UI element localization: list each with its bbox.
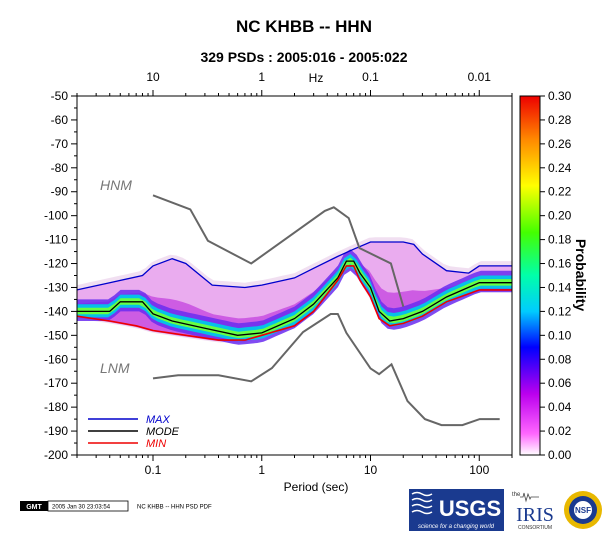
iris-the: the <box>512 492 521 498</box>
usgs-tagline: science for a changing world <box>418 524 495 530</box>
y-tick-label: -170 <box>44 376 68 390</box>
colorbar-tick-label: 0.14 <box>548 280 572 294</box>
series-max <box>76 241 512 291</box>
colorbar-ticks: 0.00 0.02 0.04 0.06 0.08 0.10 0.12 0.14 0.16 0.18… <box>540 89 572 462</box>
lnm-label: LNM <box>100 360 130 376</box>
y-tick-label: -90 <box>51 185 69 199</box>
colorbar-tick-label: 0.00 <box>548 448 572 462</box>
series-hnm <box>152 194 405 307</box>
y-tick-label: -190 <box>44 424 68 438</box>
y-tick-label: -110 <box>45 233 68 247</box>
colorbar-tick-label: 0.08 <box>548 352 572 366</box>
top-tick-label: 0.01 <box>468 70 492 84</box>
chart-title: NC KHBB -- HHN <box>236 17 372 36</box>
x-axis-label: Period (sec) <box>284 480 349 494</box>
y-tick-label: -60 <box>51 113 69 127</box>
y-tick-label: -100 <box>44 209 68 223</box>
colorbar-tick-label: 0.06 <box>548 376 572 390</box>
y-tick-label: -80 <box>51 161 69 175</box>
iris-text: IRIS <box>516 504 554 526</box>
x-tick-label: 10 <box>364 463 378 477</box>
y-tick-label: -50 <box>51 89 69 103</box>
y-tick-label: -160 <box>44 352 68 366</box>
y-tick-label: -140 <box>44 304 68 318</box>
y-tick-label: -70 <box>51 137 69 151</box>
top-tick-label: 0.1 <box>362 70 379 84</box>
colorbar-tick-label: 0.24 <box>548 161 572 175</box>
axes: -50 -60 -70 -80 -90 -100 -110 -120 -130 -140 -150 -… <box>44 70 513 477</box>
colorbar <box>519 95 541 456</box>
timestamp: 2005 Jan 30 23:03:54 <box>52 505 111 511</box>
legend: MAX MODE MIN <box>88 414 180 450</box>
y-tick-label: -120 <box>44 257 68 271</box>
colorbar-tick-label: 0.20 <box>548 209 572 223</box>
colorbar-tick-label: 0.12 <box>548 304 572 318</box>
colorbar-tick-label: 0.18 <box>548 233 572 247</box>
colorbar-tick-label: 0.16 <box>548 257 572 271</box>
series-lnm <box>152 313 500 427</box>
nsf-text: NSF <box>575 506 591 515</box>
legend-max-label: MAX <box>146 414 171 426</box>
legend-mode-label: MODE <box>146 426 180 438</box>
top-tick-label: 1 <box>258 70 265 84</box>
y-tick-label: -200 <box>44 448 68 462</box>
colorbar-label: Probability <box>573 239 589 312</box>
usgs-text: USGS <box>439 496 501 521</box>
colorbar-tick-label: 0.22 <box>548 185 572 199</box>
y-tick-label: -150 <box>44 328 68 342</box>
colorbar-tick-label: 0.10 <box>548 328 572 342</box>
x-tick-label: 1 <box>258 463 265 477</box>
timestamp-box <box>47 500 129 512</box>
chart-subtitle: 329 PSDs : 2005:016 - 2005:022 <box>200 49 407 65</box>
gmt-badge-text: GMT <box>26 504 42 511</box>
series-lines <box>76 194 512 427</box>
colorbar-tick-label: 0.26 <box>548 137 572 151</box>
colorbar-tick-label: 0.02 <box>548 424 572 438</box>
legend-min-label: MIN <box>146 438 166 450</box>
series-min <box>76 265 512 341</box>
iris-consortium: CONSORTIUM <box>518 525 552 531</box>
footer-caption: NC KHBB -- HHN PSD PDF <box>137 505 212 511</box>
top-axis-label: Hz <box>309 71 324 85</box>
colorbar-tick-label: 0.30 <box>548 89 572 103</box>
iris-logo: the IRIS CONSORTIUM <box>512 492 554 531</box>
x-tick-label: 100 <box>469 463 489 477</box>
usgs-logo: USGS science for a changing world <box>409 489 504 531</box>
colorbar-tick-label: 0.04 <box>548 400 572 414</box>
nsf-seal: NSF <box>564 491 602 529</box>
colorbar-tick-label: 0.28 <box>548 113 572 127</box>
gmt-badge <box>20 501 48 511</box>
top-tick-label: 10 <box>146 70 160 84</box>
y-tick-label: -130 <box>44 280 68 294</box>
series-mode <box>77 260 512 336</box>
hnm-label: HNM <box>100 177 132 193</box>
y-tick-label: -180 <box>44 400 68 414</box>
x-tick-label: 0.1 <box>145 463 162 477</box>
